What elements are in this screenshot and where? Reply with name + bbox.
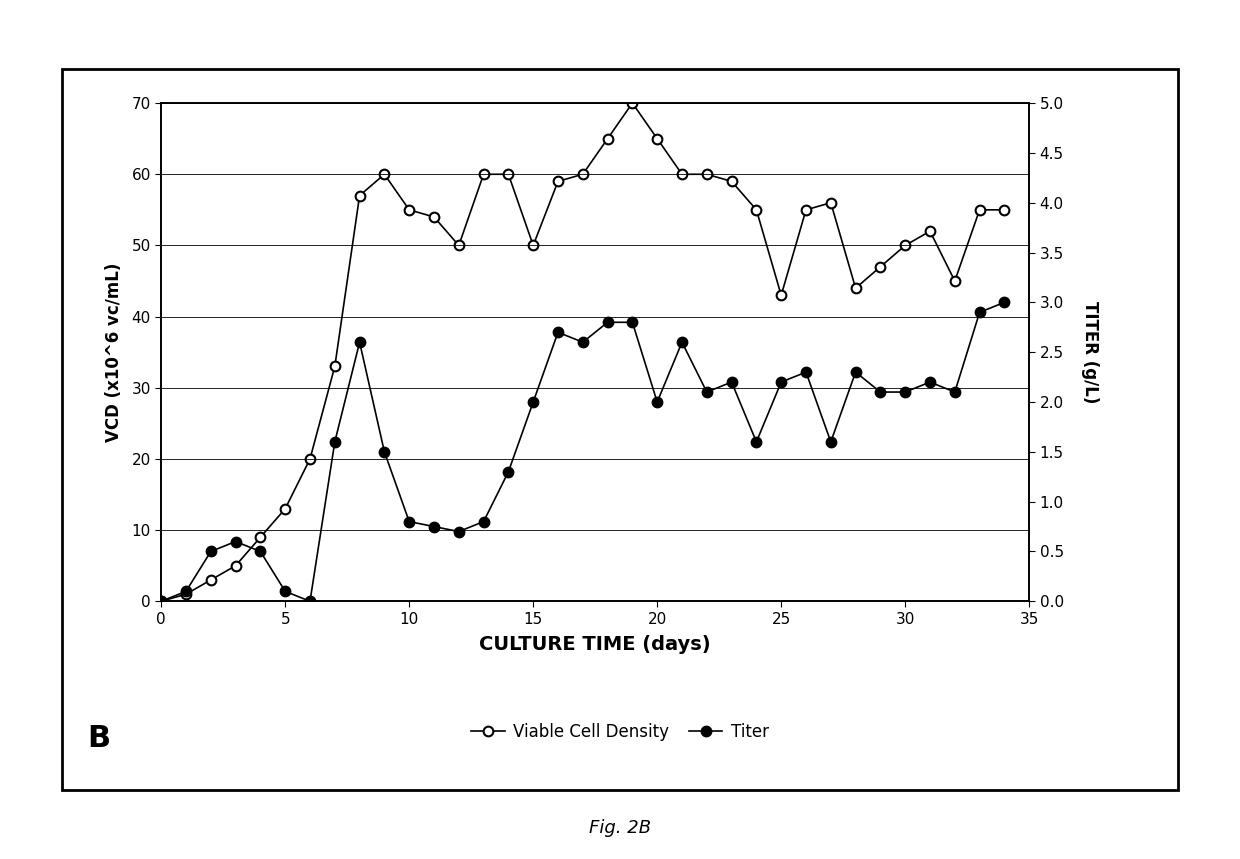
Viable Cell Density	[774, 290, 789, 301]
Titer	[476, 516, 491, 527]
Text: B: B	[87, 724, 110, 753]
Viable Cell Density	[179, 589, 193, 600]
Titer	[551, 327, 565, 338]
Titer	[451, 527, 466, 537]
Viable Cell Density	[278, 503, 293, 514]
Titer	[402, 516, 417, 527]
Line: Titer: Titer	[156, 297, 1009, 606]
Titer	[203, 546, 218, 557]
Viable Cell Density	[724, 176, 739, 186]
Viable Cell Density	[253, 532, 268, 542]
Text: Fig. 2B: Fig. 2B	[589, 819, 651, 838]
Viable Cell Density	[327, 362, 342, 372]
X-axis label: CULTURE TIME (days): CULTURE TIME (days)	[480, 635, 711, 654]
Viable Cell Density	[203, 575, 218, 585]
Y-axis label: TITER (g/L): TITER (g/L)	[1080, 301, 1099, 404]
Viable Cell Density	[402, 204, 417, 215]
Viable Cell Density	[699, 169, 714, 180]
Titer	[377, 447, 392, 457]
Viable Cell Density	[427, 212, 441, 222]
Titer	[501, 466, 516, 477]
Viable Cell Density	[972, 204, 987, 215]
Titer	[724, 377, 739, 387]
Viable Cell Density	[451, 241, 466, 251]
Viable Cell Density	[799, 204, 813, 215]
Titer	[575, 337, 590, 347]
Titer	[873, 387, 888, 397]
Titer	[253, 546, 268, 557]
Titer	[848, 367, 863, 377]
Titer	[923, 377, 937, 387]
Viable Cell Density	[228, 561, 243, 571]
Viable Cell Density	[997, 204, 1012, 215]
Viable Cell Density	[650, 133, 665, 143]
Viable Cell Density	[625, 98, 640, 108]
Titer	[675, 337, 689, 347]
Titer	[179, 586, 193, 596]
Titer	[327, 436, 342, 447]
Legend: Viable Cell Density, Titer: Viable Cell Density, Titer	[465, 716, 775, 747]
Viable Cell Density	[551, 176, 565, 186]
Viable Cell Density	[575, 169, 590, 180]
Titer	[303, 596, 317, 606]
Titer	[972, 308, 987, 318]
Titer	[823, 436, 838, 447]
Titer	[625, 317, 640, 327]
Titer	[352, 337, 367, 347]
Viable Cell Density	[848, 283, 863, 293]
Titer	[947, 387, 962, 397]
Titer	[526, 397, 541, 407]
Titer	[898, 387, 913, 397]
Viable Cell Density	[526, 241, 541, 251]
Viable Cell Density	[501, 169, 516, 180]
Y-axis label: VCD (x10^6 vc/mL): VCD (x10^6 vc/mL)	[105, 263, 123, 442]
Viable Cell Density	[352, 191, 367, 201]
Line: Viable Cell Density: Viable Cell Density	[156, 98, 1009, 606]
Viable Cell Density	[923, 226, 937, 236]
Titer	[427, 521, 441, 532]
Viable Cell Density	[377, 169, 392, 180]
Viable Cell Density	[873, 262, 888, 272]
Viable Cell Density	[154, 596, 169, 606]
Viable Cell Density	[600, 133, 615, 143]
Titer	[154, 596, 169, 606]
Viable Cell Density	[303, 454, 317, 464]
Titer	[774, 377, 789, 387]
Titer	[600, 317, 615, 327]
Titer	[699, 387, 714, 397]
Viable Cell Density	[476, 169, 491, 180]
Viable Cell Density	[675, 169, 689, 180]
Viable Cell Density	[947, 276, 962, 286]
Titer	[799, 367, 813, 377]
Viable Cell Density	[898, 241, 913, 251]
Titer	[228, 536, 243, 546]
Titer	[650, 397, 665, 407]
Viable Cell Density	[823, 198, 838, 208]
Viable Cell Density	[749, 204, 764, 215]
Titer	[749, 436, 764, 447]
Titer	[997, 297, 1012, 308]
Titer	[278, 586, 293, 596]
